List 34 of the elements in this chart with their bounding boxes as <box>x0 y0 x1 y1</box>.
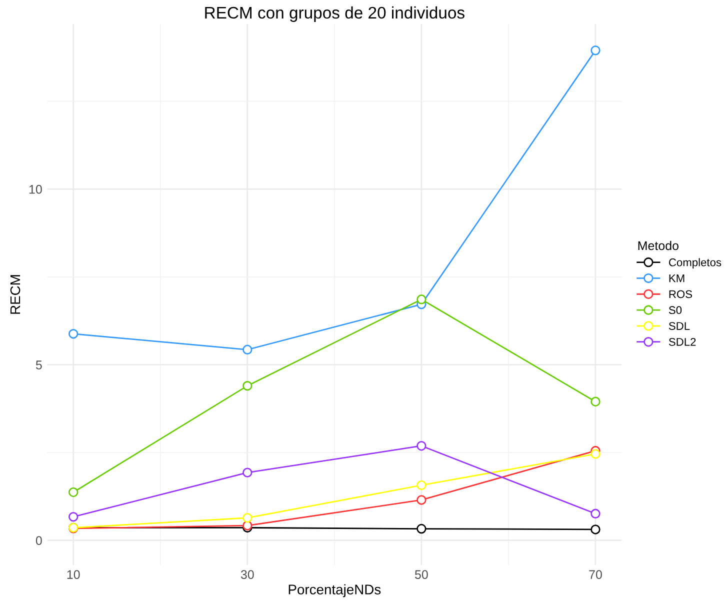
x-axis-title: PorcentajeNDs <box>288 584 381 598</box>
legend-label: ROS <box>669 290 692 298</box>
legend-label: SDL2 <box>668 338 696 346</box>
point <box>68 487 78 498</box>
point <box>416 294 426 304</box>
point <box>242 344 252 354</box>
x-tick-label: 10 <box>67 570 80 579</box>
point <box>590 524 600 534</box>
point <box>416 441 426 451</box>
legend-title: Metodo <box>638 240 678 250</box>
point <box>590 396 600 406</box>
chart-title: RECM con grupos de 20 individuos <box>205 6 464 22</box>
legend-label: Completos <box>669 258 722 268</box>
point <box>416 480 426 490</box>
legend-label: S0 <box>668 306 682 314</box>
point <box>68 328 78 339</box>
point <box>590 508 600 519</box>
y-tick-label: 0 <box>36 536 42 546</box>
point <box>416 524 426 534</box>
point <box>242 380 252 391</box>
legend-label: KM <box>669 274 684 282</box>
y-axis-title: RECM <box>10 275 20 314</box>
point <box>590 449 600 459</box>
point <box>242 513 252 523</box>
x-tick-label: 50 <box>414 570 428 579</box>
y-tick-label: 5 <box>36 360 42 370</box>
point <box>416 495 426 505</box>
x-tick-label: 70 <box>589 570 602 579</box>
point <box>590 46 600 56</box>
point <box>68 512 78 522</box>
legend-label: SDL <box>668 322 690 330</box>
x-tick-label: 30 <box>240 570 254 579</box>
y-tick-label: 10 <box>29 184 42 194</box>
point <box>242 468 252 478</box>
